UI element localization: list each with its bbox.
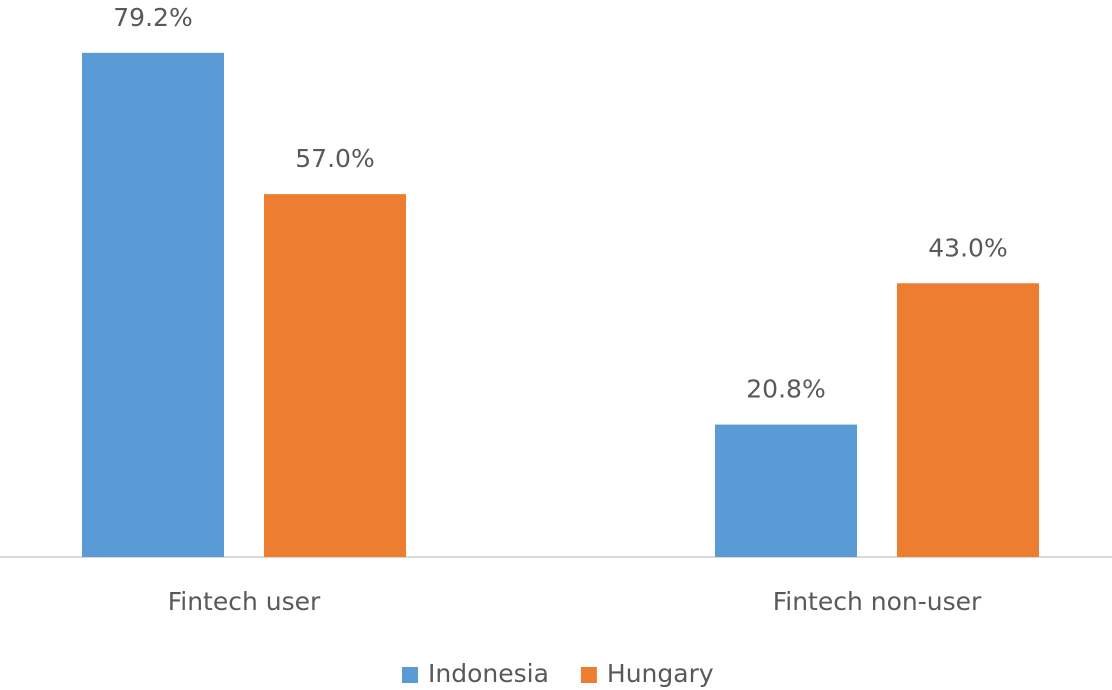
legend-swatch: [402, 667, 418, 683]
bar: [264, 194, 406, 557]
data-label: 57.0%: [295, 144, 374, 173]
x-tick-label: Fintech user: [168, 587, 321, 616]
bar: [82, 52, 224, 558]
legend-label: Indonesia: [428, 659, 549, 688]
data-label: 20.8%: [746, 375, 825, 404]
data-label: 43.0%: [928, 233, 1007, 262]
bar: [897, 283, 1039, 557]
bar: [715, 424, 857, 557]
legend-swatch: [580, 667, 597, 683]
legend-label: Hungary: [607, 659, 714, 688]
x-tick-label: Fintech non-user: [773, 587, 982, 616]
data-label: 79.2%: [113, 3, 192, 32]
